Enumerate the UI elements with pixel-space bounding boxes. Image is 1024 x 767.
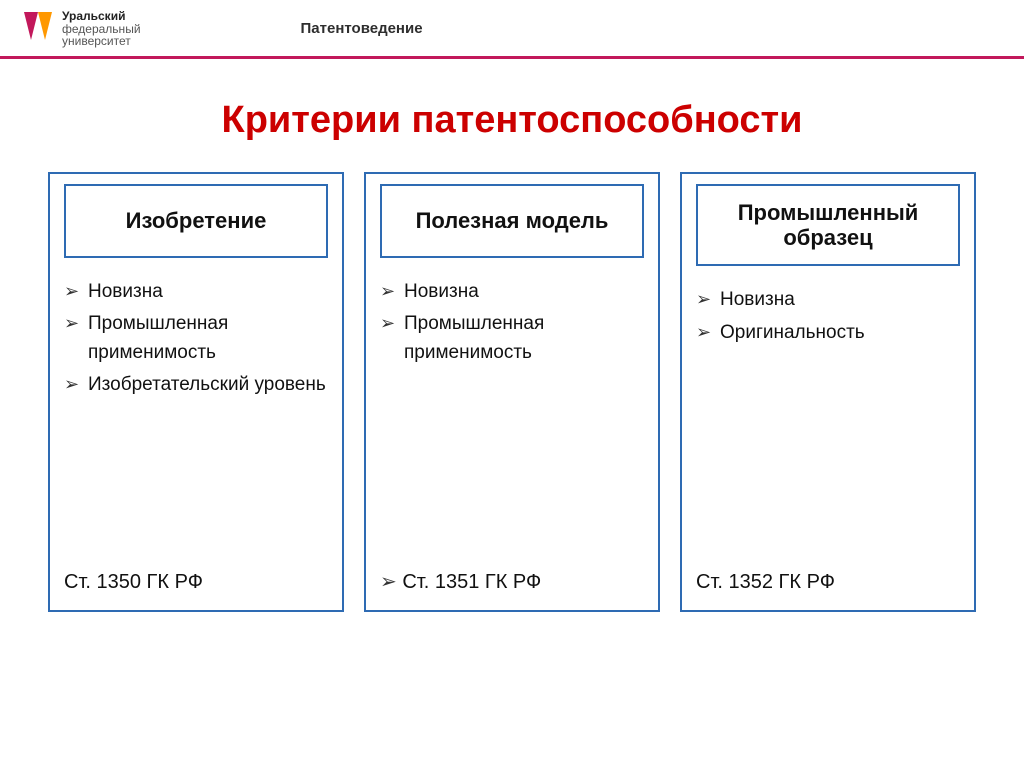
card-invention: Изобретение Новизна Промышленная примени… — [48, 172, 344, 612]
logo-line-3: университет — [62, 35, 141, 48]
criteria-item: Новизна — [696, 286, 960, 315]
card-heading: Полезная модель — [380, 184, 644, 258]
card-heading: Изобретение — [64, 184, 328, 258]
criteria-item: Промышленная применимость — [64, 310, 328, 367]
university-logo: Уральский федеральный университет — [20, 10, 141, 48]
slide-header: Уральский федеральный университет Патент… — [0, 0, 1024, 56]
criteria-item: Промышленная применимость — [380, 310, 644, 367]
card-footer: Ст. 1350 ГК РФ — [64, 571, 328, 594]
criteria-list: Новизна Промышленная применимость — [380, 278, 644, 372]
slide-title: Критерии патентоспособности — [0, 99, 1024, 142]
urfu-logo-icon — [20, 10, 56, 40]
criteria-item: Оригинальность — [696, 319, 960, 348]
header-divider — [0, 56, 1024, 59]
card-footer: Ст. 1351 ГК РФ — [380, 569, 644, 594]
cards-row: Изобретение Новизна Промышленная примени… — [0, 142, 1024, 612]
card-footer: Ст. 1352 ГК РФ — [696, 571, 960, 594]
criteria-list: Новизна Промышленная применимость Изобре… — [64, 278, 328, 404]
criteria-item: Изобретательский уровень — [64, 371, 328, 400]
criteria-list: Новизна Оригинальность — [696, 286, 960, 351]
card-industrial-design: Промышленный образец Новизна Оригинально… — [680, 172, 976, 612]
criteria-item: Новизна — [380, 278, 644, 307]
criteria-item: Новизна — [64, 278, 328, 307]
card-heading: Промышленный образец — [696, 184, 960, 267]
card-utility-model: Полезная модель Новизна Промышленная при… — [364, 172, 660, 612]
logo-line-1: Уральский — [62, 10, 141, 23]
logo-text: Уральский федеральный университет — [62, 10, 141, 48]
subject-title: Патентоведение — [301, 20, 423, 37]
